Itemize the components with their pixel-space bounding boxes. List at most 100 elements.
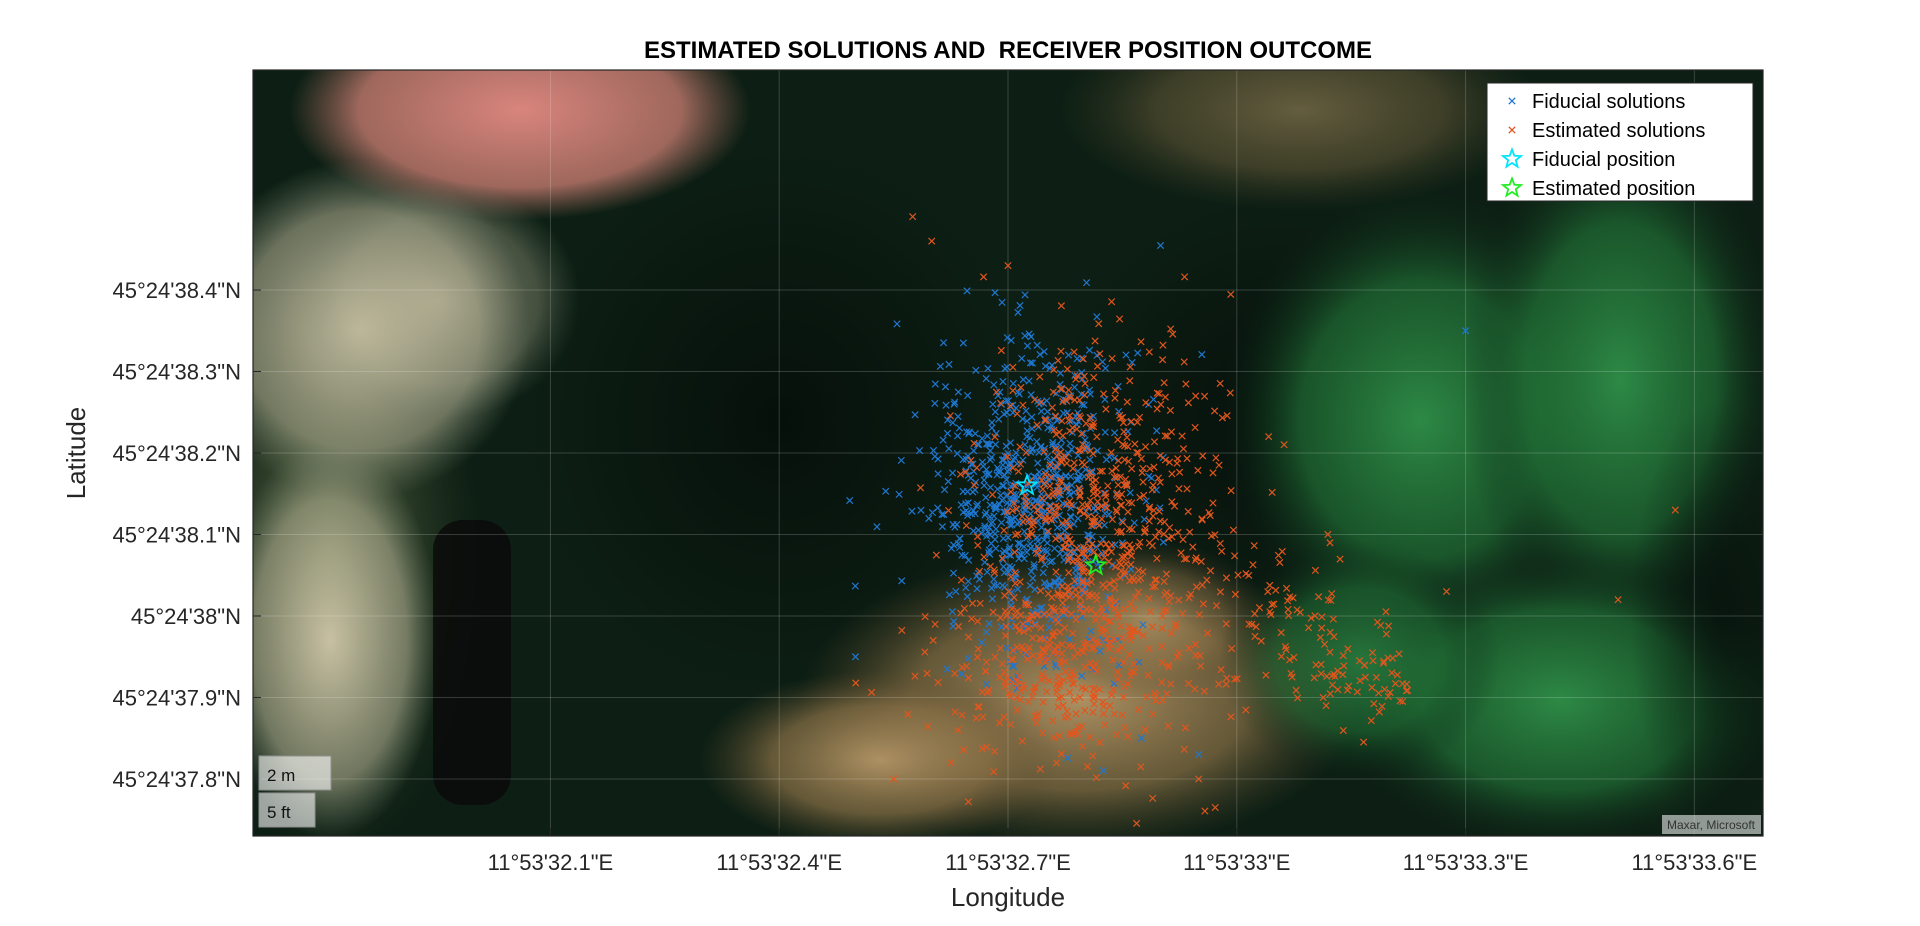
estimated-solution-point (1104, 482, 1112, 490)
estimated-solution-point (1167, 592, 1175, 600)
estimated-solution-point (1199, 600, 1208, 608)
estimated-solution-point (1119, 658, 1127, 666)
legend-entry[interactable]: Estimated position (1500, 175, 1695, 200)
estimated-solution-point (1060, 544, 1068, 552)
estimated-solution-point (1110, 577, 1118, 585)
estimated-solution-point (1119, 693, 1128, 701)
estimated-solution-point (1123, 433, 1131, 441)
estimated-solution-point (1076, 492, 1084, 501)
estimated-solution-point (1019, 518, 1027, 526)
fiducial-solution-point (963, 511, 972, 520)
estimated-solution-point (1113, 473, 1121, 482)
estimated-solution-point (1003, 674, 1011, 682)
estimated-solution-point (1292, 686, 1300, 694)
estimated-solution-point (1139, 464, 1147, 473)
estimated-solution-point (1209, 469, 1217, 477)
fiducial-solution-point (948, 608, 957, 616)
fiducial-solution-point (1037, 443, 1045, 451)
estimated-solution-point (1083, 762, 1092, 771)
estimated-solution-point (1374, 689, 1383, 697)
estimated-solution-point (1203, 576, 1211, 584)
estimated-solution-point (1396, 697, 1404, 705)
estimated-solution-point (1154, 474, 1163, 482)
fiducial-solution-point (915, 446, 924, 455)
fiducial-solution-point (1059, 611, 1068, 619)
estimated-solution-point (1150, 438, 1159, 446)
estimated-solution-point (1251, 632, 1259, 640)
fiducial-solution-point (1101, 428, 1109, 436)
estimated-solution-point (1119, 419, 1128, 427)
estimated-solution-point (1159, 341, 1167, 349)
estimated-solution-point (1288, 673, 1296, 681)
estimated-solution-point (1121, 723, 1129, 732)
estimated-solution-point (1215, 461, 1223, 469)
fiducial-solution-point (895, 490, 903, 498)
estimated-solution-point (1070, 671, 1078, 679)
estimated-solution-point (1009, 363, 1017, 371)
fiducial-solution-point (882, 487, 890, 495)
estimated-solution-point (1076, 507, 1084, 515)
legend-entry[interactable]: Fiducial position (1500, 146, 1675, 171)
estimated-solution-point (1137, 455, 1145, 463)
estimated-solution-point (1106, 617, 1114, 625)
estimated-solution-point (1017, 383, 1025, 392)
estimated-solution-point (1045, 507, 1053, 515)
estimated-solution-point (958, 663, 966, 672)
estimated-solution-point (1146, 608, 1154, 616)
estimated-solution-point (1059, 432, 1067, 440)
estimated-solution-point (1050, 628, 1058, 636)
estimated-solution-point (974, 541, 982, 549)
estimated-solution-point (1285, 656, 1294, 664)
fiducial-solution-point (1048, 557, 1056, 565)
estimated-solution-point (1144, 671, 1152, 679)
fiducial-solution-point (1001, 508, 1009, 516)
estimated-solution-point (1356, 676, 1364, 685)
estimated-solution-point (1178, 432, 1186, 440)
fiducial-solution-point (1020, 506, 1029, 514)
fiducial-solution-point (984, 364, 992, 373)
fiducial-solution-point (1021, 291, 1029, 299)
y-tick-label: 45°24'37.9"N (113, 685, 241, 710)
estimated-solution-point (1132, 819, 1141, 828)
fiducial-solution-point (1012, 404, 1020, 412)
estimated-solution-point (1222, 680, 1230, 688)
fiducial-solution-point (969, 488, 977, 496)
estimated-solution-point (1226, 389, 1234, 397)
estimated-solution-point (1111, 563, 1120, 571)
fiducial-solution-point (1093, 447, 1102, 455)
estimated-solution-point (1160, 379, 1168, 387)
estimated-solution-point (1098, 515, 1106, 523)
fiducial-solution-point (959, 508, 967, 516)
estimated-solution-point (1136, 574, 1145, 582)
estimated-solution-point (1109, 686, 1117, 694)
estimated-solution-point (1119, 541, 1127, 549)
estimated-solution-point (1145, 503, 1154, 511)
estimated-solution-point (1102, 626, 1110, 634)
estimated-solution-point (923, 669, 931, 678)
fiducial-solution-point (1082, 279, 1091, 287)
fiducial-solution-point (991, 440, 1000, 449)
fiducial-solution-point (1005, 545, 1013, 553)
legend-entry[interactable]: Fiducial solutions (1508, 91, 1686, 113)
fiducial-solution-point (1101, 395, 1109, 404)
estimated-solution-point (1379, 659, 1388, 667)
estimated-solution-point (1145, 539, 1154, 547)
estimated-solution-point (1113, 489, 1121, 497)
estimated-solution-point (1150, 463, 1158, 471)
fiducial-solution-point (963, 592, 971, 601)
fiducial-solution-point (1078, 400, 1086, 409)
fiducial-solution-point (1195, 750, 1203, 759)
estimated-solution-point (1090, 513, 1099, 522)
estimated-solution-point (1121, 456, 1129, 464)
legend-entry[interactable]: Estimated solutions (1508, 120, 1706, 142)
estimated-solution-point (1319, 693, 1327, 702)
fiducial-solution-point (980, 476, 988, 484)
fiducial-solution-point (1110, 429, 1119, 437)
estimated-solution-point (1353, 688, 1361, 696)
fiducial-solution-point (1064, 520, 1073, 529)
fiducial-solution-point (1037, 523, 1046, 531)
fiducial-solution-point (1027, 333, 1035, 341)
estimated-solution-point (1165, 534, 1173, 543)
estimated-solution-point (1370, 700, 1378, 708)
legend[interactable]: Fiducial solutions Estimated solutions Fid… (1486, 82, 1754, 202)
